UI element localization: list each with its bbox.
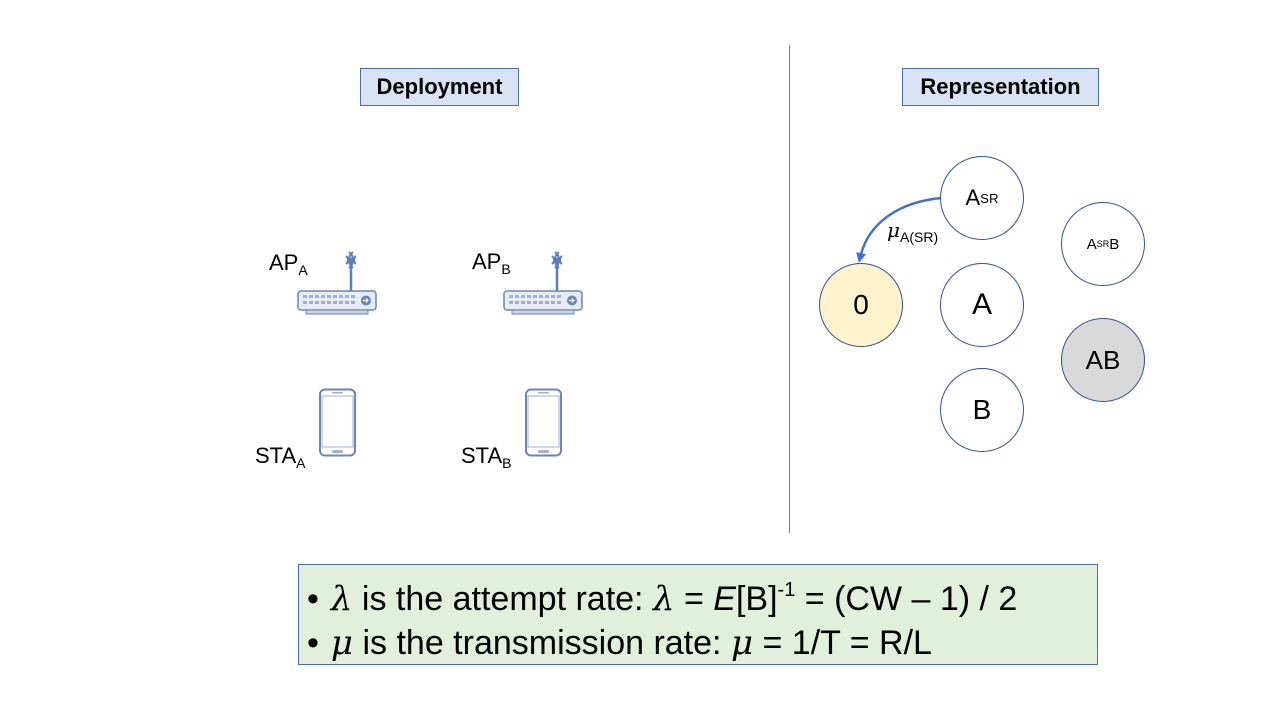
smartphone-icon	[525, 388, 562, 457]
smartphone-icon	[319, 388, 356, 457]
attempt-rate-formula: • λ is the attempt rate: λ = E[B]-1 = (CW…	[307, 579, 1018, 619]
router-icon	[503, 251, 583, 315]
state-a-sr-b: A SR B	[1061, 202, 1145, 286]
state-idle: 0	[819, 263, 903, 347]
ap-b-label: APB	[472, 249, 511, 277]
deployment-title: Deployment	[360, 68, 519, 106]
state-b: B	[940, 368, 1024, 452]
formula-box: • λ is the attempt rate: λ = E[B]-1 = (CW…	[298, 564, 1098, 665]
router-icon	[297, 251, 377, 315]
representation-title: Representation	[902, 68, 1099, 106]
state-ab: AB	[1061, 318, 1145, 402]
transition-rate-label: μA(SR)	[887, 218, 939, 245]
transmission-rate-formula: • μ is the transmission rate: μ = 1/T = R…	[307, 623, 932, 663]
state-a-sr: A SR	[940, 156, 1024, 240]
state-a: A	[940, 263, 1024, 347]
ap-a-label: APA	[269, 250, 308, 278]
sta-b-label: STAB	[461, 443, 512, 471]
section-divider	[789, 45, 790, 533]
sta-a-label: STAA	[255, 443, 306, 471]
